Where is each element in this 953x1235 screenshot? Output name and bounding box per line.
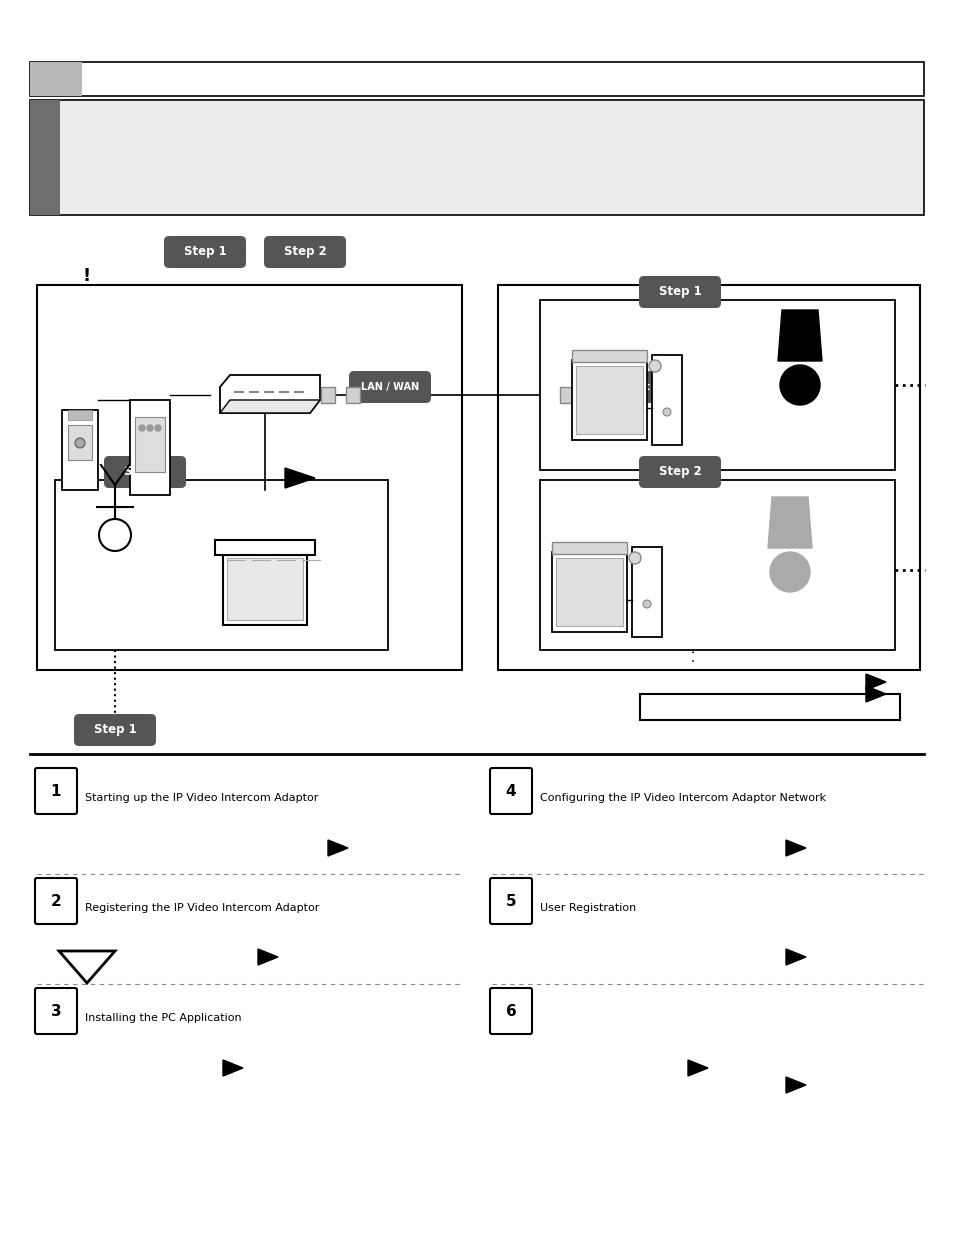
- Circle shape: [642, 600, 650, 608]
- Bar: [55, 480, 388, 650]
- Bar: [346, 387, 359, 403]
- Text: Step 2: Step 2: [124, 466, 166, 478]
- Text: Step 1: Step 1: [93, 724, 136, 736]
- Polygon shape: [328, 840, 348, 856]
- Polygon shape: [285, 468, 314, 488]
- Circle shape: [628, 552, 640, 564]
- FancyBboxPatch shape: [639, 275, 720, 308]
- FancyBboxPatch shape: [264, 236, 346, 268]
- FancyBboxPatch shape: [490, 878, 532, 924]
- Bar: [30, 62, 82, 96]
- Polygon shape: [865, 685, 885, 701]
- Text: !: !: [83, 267, 91, 285]
- Bar: [576, 366, 642, 433]
- FancyBboxPatch shape: [490, 988, 532, 1034]
- Text: Step 1: Step 1: [658, 285, 700, 299]
- Text: · · ·: · · ·: [687, 650, 701, 671]
- Polygon shape: [59, 951, 115, 983]
- Bar: [68, 410, 91, 420]
- Bar: [539, 480, 894, 650]
- Bar: [135, 417, 165, 472]
- Bar: [30, 100, 60, 215]
- Text: LAN / WAN: LAN / WAN: [360, 382, 418, 391]
- Text: 2: 2: [51, 893, 61, 909]
- FancyBboxPatch shape: [349, 370, 431, 403]
- Polygon shape: [778, 310, 821, 361]
- Bar: [552, 552, 626, 632]
- Circle shape: [648, 359, 660, 372]
- Polygon shape: [785, 948, 805, 965]
- Circle shape: [147, 425, 152, 431]
- Circle shape: [780, 366, 820, 405]
- Bar: [639, 694, 899, 720]
- Circle shape: [154, 425, 161, 431]
- Polygon shape: [767, 496, 811, 548]
- Text: 3: 3: [51, 1004, 61, 1019]
- Text: 1: 1: [51, 783, 61, 799]
- Bar: [497, 285, 919, 671]
- Text: Configuring the IP Video Intercom Adaptor Network: Configuring the IP Video Intercom Adapto…: [539, 793, 825, 803]
- Polygon shape: [223, 1060, 243, 1076]
- Polygon shape: [220, 400, 319, 412]
- Bar: [62, 410, 98, 490]
- Bar: [572, 359, 646, 440]
- FancyBboxPatch shape: [214, 540, 314, 555]
- FancyBboxPatch shape: [35, 768, 77, 814]
- FancyBboxPatch shape: [223, 555, 307, 625]
- Text: 5: 5: [505, 893, 516, 909]
- FancyBboxPatch shape: [35, 878, 77, 924]
- Text: Internet: Internet: [605, 382, 650, 391]
- Bar: [320, 387, 335, 403]
- Text: User Registration: User Registration: [539, 903, 636, 913]
- Text: Step 2: Step 2: [658, 466, 700, 478]
- Bar: [552, 542, 626, 555]
- FancyBboxPatch shape: [639, 456, 720, 488]
- Polygon shape: [865, 674, 885, 690]
- Text: Installing the PC Application: Installing the PC Application: [85, 1013, 241, 1023]
- Polygon shape: [785, 1077, 805, 1093]
- FancyBboxPatch shape: [490, 768, 532, 814]
- Text: Registering the IP Video Intercom Adaptor: Registering the IP Video Intercom Adapto…: [85, 903, 319, 913]
- FancyBboxPatch shape: [586, 370, 668, 403]
- Text: Step 2: Step 2: [283, 246, 326, 258]
- FancyBboxPatch shape: [35, 988, 77, 1034]
- FancyBboxPatch shape: [164, 236, 246, 268]
- Bar: [584, 387, 598, 403]
- Text: 6: 6: [505, 1004, 516, 1019]
- Polygon shape: [257, 948, 277, 965]
- Bar: [572, 350, 646, 362]
- Bar: [130, 400, 170, 495]
- Bar: [227, 558, 303, 620]
- Text: 4: 4: [505, 783, 516, 799]
- Bar: [30, 62, 923, 96]
- Circle shape: [662, 408, 670, 416]
- Polygon shape: [785, 840, 805, 856]
- Circle shape: [139, 425, 145, 431]
- Polygon shape: [687, 1060, 707, 1076]
- FancyBboxPatch shape: [74, 714, 156, 746]
- Circle shape: [75, 438, 85, 448]
- FancyBboxPatch shape: [104, 456, 186, 488]
- Polygon shape: [220, 375, 319, 412]
- Bar: [559, 387, 574, 403]
- Text: Step 1: Step 1: [183, 246, 226, 258]
- Bar: [30, 100, 923, 215]
- Bar: [68, 425, 91, 459]
- Bar: [556, 558, 622, 626]
- Bar: [631, 547, 661, 637]
- Bar: [651, 354, 681, 445]
- Text: Starting up the IP Video Intercom Adaptor: Starting up the IP Video Intercom Adapto…: [85, 793, 318, 803]
- Bar: [539, 300, 894, 471]
- Circle shape: [769, 552, 809, 592]
- Bar: [37, 285, 461, 671]
